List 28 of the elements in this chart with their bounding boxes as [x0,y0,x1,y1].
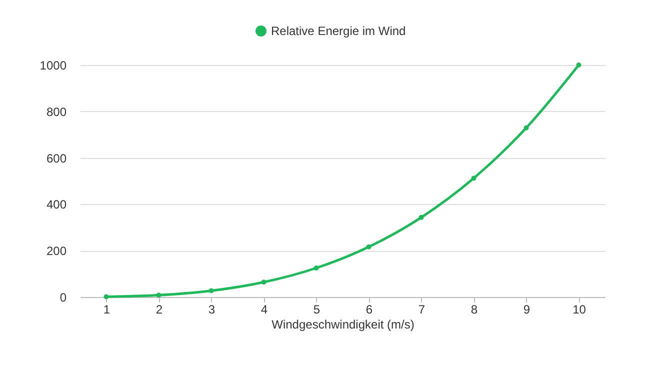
x-tick-label: 4 [260,302,268,316]
y-tick-label: 400 [46,198,67,212]
legend-label: Relative Energie im Wind [271,24,406,38]
point [156,292,162,298]
y-tick-label: 0 [60,290,67,304]
x-tick-label: 10 [572,302,586,316]
point [208,288,214,294]
x-tick-label: 9 [523,302,530,316]
point [471,176,476,181]
x-tick-label: 7 [418,302,426,316]
x-tick-label: 8 [470,302,478,316]
point [418,214,424,220]
x-tick-label: 2 [156,302,163,316]
x-tick-label: 5 [313,302,320,316]
x-tick-label: 1 [103,302,110,316]
y-tick-label: 200 [46,244,67,258]
point [524,125,529,130]
x-tick-label: 6 [366,302,373,316]
x-axis-title: Windgeschwindigkeit (m/s) [272,318,414,332]
y-tick-label: 1000 [40,58,67,72]
y-tick-label: 800 [46,104,67,119]
point [104,294,109,300]
point [261,280,266,285]
point [366,244,372,250]
x-tick-label: 3 [208,302,216,316]
y-tick-label: 600 [46,151,67,166]
point [576,62,582,68]
point [314,266,319,270]
